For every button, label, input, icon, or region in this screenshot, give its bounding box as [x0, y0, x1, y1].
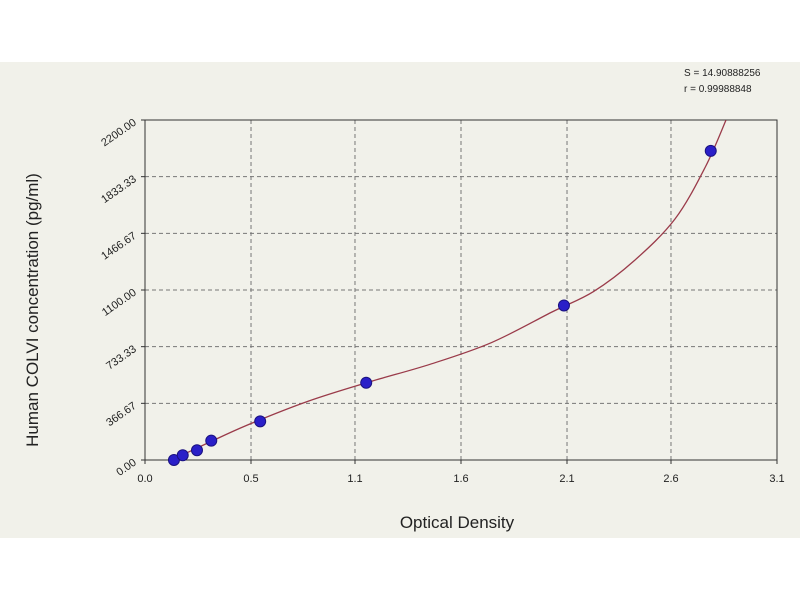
fit-curve-line: [171, 120, 727, 460]
y-tick-label: 1833.33: [99, 173, 138, 206]
x-tick-label: 0.0: [137, 473, 152, 485]
axis-ticks: 0.0 0.5 1.1 1.6 2.1 2.6 3.1 0.00 366.67 733.33 110…: [99, 117, 784, 485]
data-point: [190, 444, 203, 457]
x-tick-label: 1.6: [453, 473, 468, 485]
x-tick-label: 1.1: [347, 473, 362, 485]
x-axis-title: Optical Density: [400, 513, 515, 532]
data-points: [167, 144, 717, 466]
stat-s: S = 14.90888256: [684, 68, 761, 79]
gridlines: [145, 120, 777, 460]
y-tick-label: 2200.00: [99, 117, 138, 150]
y-tick-label: 366.67: [104, 400, 138, 429]
x-tick-label: 0.5: [243, 473, 258, 485]
y-tick-label: 1100.00: [100, 287, 139, 319]
data-point: [254, 415, 267, 428]
fit-statistics: S = 14.90888256 r = 0.99988848: [684, 68, 761, 95]
data-point: [360, 376, 373, 389]
y-tick-label: 0.00: [114, 457, 138, 479]
data-point: [176, 449, 189, 462]
data-point: [205, 434, 218, 447]
stat-r: r = 0.99988848: [684, 84, 752, 95]
x-tick-label: 2.1: [559, 473, 574, 485]
y-tick-label: 733.33: [104, 343, 138, 372]
chart-panel: 0.0 0.5 1.1 1.6 2.1 2.6 3.1 0.00 366.67 733.33 110…: [0, 62, 800, 538]
y-tick-label: 1466.67: [99, 230, 138, 263]
x-tick-label: 3.1: [769, 473, 784, 485]
standard-curve-chart: 0.0 0.5 1.1 1.6 2.1 2.6 3.1 0.00 366.67 733.33 110…: [23, 68, 785, 532]
data-point: [704, 144, 717, 157]
fit-curve: [171, 120, 727, 460]
y-axis-title: Human COLVI concentration (pg/ml): [23, 173, 42, 447]
data-point: [557, 299, 570, 312]
x-tick-label: 2.6: [663, 473, 678, 485]
